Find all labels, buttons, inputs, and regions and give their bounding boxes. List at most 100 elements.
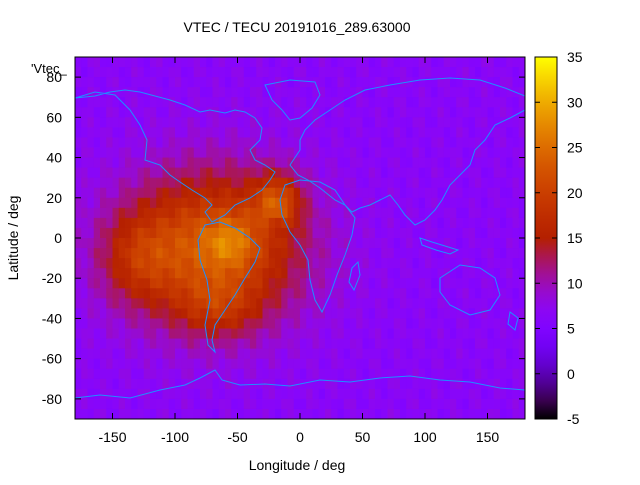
heatmap-cell (275, 258, 282, 269)
heatmap-cell (206, 107, 214, 118)
coastline-antarctica (75, 369, 525, 419)
heatmap-cell (168, 388, 176, 400)
x-tick-label: -150 (98, 429, 126, 445)
heatmap-cell (331, 238, 339, 249)
heatmap-cell (231, 408, 239, 419)
heatmap-cell (275, 117, 282, 128)
heatmap-cell (493, 288, 501, 299)
heatmap-cell (393, 187, 401, 199)
heatmap-cell (425, 207, 432, 219)
heatmap-cell (425, 408, 432, 419)
heatmap-cell (281, 318, 289, 330)
heatmap-cell (400, 408, 407, 419)
heatmap-cell (306, 238, 314, 249)
heatmap-cell (387, 107, 395, 118)
heatmap-cell (443, 197, 451, 209)
heatmap-cell (500, 87, 507, 98)
heatmap-cell (100, 107, 107, 118)
heatmap-cell (356, 388, 364, 400)
heatmap-cell (425, 298, 432, 309)
heatmap-cell (406, 238, 414, 249)
heatmap-cell (137, 147, 145, 159)
heatmap-cell (312, 197, 320, 209)
heatmap-cell (500, 117, 507, 128)
heatmap-cell (475, 248, 482, 259)
heatmap-cell (337, 227, 345, 239)
heatmap-cell (106, 308, 114, 320)
heatmap-cell (75, 348, 82, 360)
heatmap-cell (443, 137, 451, 149)
heatmap-cell (462, 398, 470, 410)
heatmap-cell (487, 288, 495, 299)
heatmap-cell (375, 87, 382, 98)
heatmap-cell (381, 258, 389, 269)
heatmap-cell (206, 177, 214, 189)
heatmap-cell (462, 268, 470, 279)
heatmap-cell (287, 67, 295, 78)
heatmap-cell (450, 127, 457, 139)
heatmap-cell (87, 77, 95, 88)
heatmap-cell (200, 308, 207, 320)
heatmap-cell (406, 77, 414, 88)
heatmap-cell (206, 338, 214, 350)
heatmap-cell (493, 107, 501, 118)
heatmap-cell (162, 157, 170, 169)
heatmap-cell (518, 117, 525, 128)
heatmap-cell (450, 368, 457, 380)
heatmap-cell (406, 217, 414, 229)
heatmap-cell (87, 348, 95, 360)
heatmap-cell (212, 67, 220, 78)
heatmap-cell (243, 258, 251, 269)
heatmap-cell (181, 248, 189, 259)
heatmap-cell (100, 338, 107, 350)
heatmap-cell (512, 67, 520, 78)
heatmap-cell (250, 288, 257, 299)
heatmap-cell (206, 227, 214, 239)
heatmap-cell (475, 408, 482, 419)
heatmap-cell (168, 127, 176, 139)
heatmap-cell (125, 358, 132, 370)
heatmap-cell (281, 408, 289, 419)
heatmap-cell (212, 127, 220, 139)
heatmap-cell (350, 87, 357, 98)
heatmap-cell (418, 107, 426, 118)
heatmap-cell (118, 117, 126, 128)
heatmap-cell (318, 217, 326, 229)
heatmap-cell (143, 378, 151, 390)
heatmap-cell (487, 217, 495, 229)
heatmap-cell (368, 308, 376, 320)
heatmap-cell (237, 187, 245, 199)
heatmap-cell (293, 87, 301, 98)
heatmap-cell (456, 147, 464, 159)
heatmap-cell (200, 167, 207, 179)
heatmap-cell (450, 57, 457, 68)
heatmap-cell (306, 408, 314, 419)
heatmap-cell (512, 227, 520, 239)
heatmap-cell (200, 227, 207, 239)
heatmap-cell (87, 248, 95, 259)
heatmap-cell (425, 388, 432, 400)
heatmap-cell (175, 207, 182, 219)
heatmap-cell (356, 227, 364, 239)
heatmap-cell (206, 238, 214, 249)
heatmap-cell (206, 67, 214, 78)
heatmap-cell (262, 127, 270, 139)
heatmap-cell (100, 227, 107, 239)
heatmap-cell (262, 238, 270, 249)
heatmap-cell (93, 187, 101, 199)
heatmap-cell (231, 328, 239, 340)
heatmap-cell (431, 258, 439, 269)
heatmap-cell (112, 147, 120, 159)
heatmap-cell (206, 248, 214, 259)
heatmap-cell (418, 288, 426, 299)
heatmap-cell (368, 187, 376, 199)
heatmap-cell (262, 298, 270, 309)
heatmap-cell (400, 378, 407, 390)
heatmap-cell (75, 207, 82, 219)
heatmap-cell (331, 197, 339, 209)
heatmap-cell (243, 358, 251, 370)
heatmap-cell (256, 398, 264, 410)
heatmap-cell (300, 197, 307, 209)
heatmap-cell (343, 57, 351, 68)
heatmap-cell (187, 338, 195, 350)
